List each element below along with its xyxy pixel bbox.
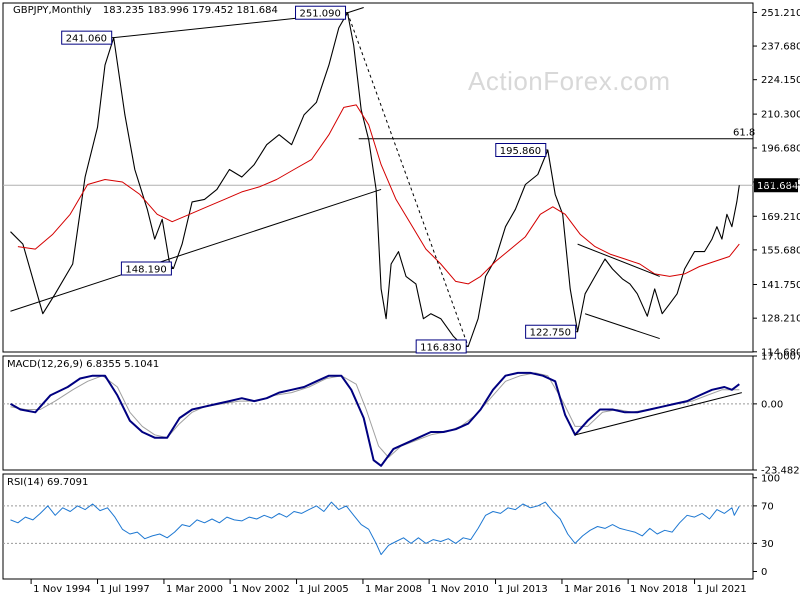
moving-average-line (17, 104, 740, 285)
macd-y-tick-label: 0.00 (761, 399, 783, 410)
price-y-tick-label: 224.150 (761, 75, 800, 86)
last-price-label: 181.684 (757, 181, 798, 192)
macd-pane[interactable] (3, 371, 753, 467)
price-y-tick-label: 196.680 (761, 143, 800, 154)
trendline-4 (577, 243, 660, 277)
rsi-y-tick-label: 30 (761, 539, 774, 550)
rsi-y-tick-label: 70 (761, 501, 774, 512)
price-annotation-label: 241.060 (66, 34, 107, 45)
x-tick-label: 1 Nov 1994 (33, 584, 91, 595)
x-tick-label: 1 Mar 2008 (365, 584, 422, 595)
price-y-tick-label: 114.680 (761, 347, 800, 358)
price-pane[interactable]: 61.8 181.684 241.060 251.090 148.190 195.860 1… (3, 5, 798, 354)
x-tick-label: 1 Jul 2013 (498, 584, 548, 595)
pane-frames (2, 2, 754, 580)
fib-61.8-label: 61.8 (733, 128, 755, 139)
rsi-y-tick-label: 100 (761, 473, 780, 484)
x-tick-label: 1 Jul 2005 (299, 584, 349, 595)
macd-trendline (575, 392, 742, 436)
x-tick-label: 1 Mar 2016 (564, 584, 621, 595)
macd-line (10, 371, 740, 467)
x-tick-label: 1 Nov 2002 (232, 584, 290, 595)
x-tick-label: 1 Mar 2000 (166, 584, 223, 595)
rsi-title: RSI(14) 69.7091 (7, 477, 89, 488)
price-y-tick-label: 183.000 (761, 177, 800, 188)
price-series-line (10, 12, 740, 348)
watermark-text: ActionForex.com (468, 66, 671, 96)
macd-y-tick-label: 17.0007 (761, 352, 800, 363)
last-price-box (754, 178, 798, 193)
trendline-5 (584, 313, 660, 340)
x-tick-label: 1 Nov 2018 (630, 584, 688, 595)
price-annotation-label: 116.830 (420, 342, 461, 353)
axes: 251.210 237.680 224.150 210.300 196.680 183.0… (30, 8, 800, 595)
price-y-tick-label: 237.680 (761, 42, 800, 53)
price-annotation-label: 251.090 (300, 9, 341, 20)
macd-title: MACD(12,26,9) 6.8355 5.1041 (7, 359, 160, 370)
symbol-label: GBPJPY,Monthly (13, 5, 92, 16)
rsi-line (10, 501, 740, 556)
chart-header: GBPJPY,Monthly 183.235 183.996 179.452 1… (13, 5, 278, 16)
trendline-2 (10, 188, 382, 312)
trendline-1 (347, 6, 364, 14)
x-tick-label: 1 Nov 2010 (431, 584, 489, 595)
price-y-tick-label: 169.210 (761, 212, 800, 223)
price-y-tick-label: 210.300 (761, 110, 800, 121)
x-tick-label: 1 Jul 1997 (100, 584, 150, 595)
price-y-tick-label: 155.680 (761, 245, 800, 256)
ohlc-values: 183.235 183.996 179.452 181.684 (102, 5, 278, 16)
price-y-tick-label: 251.210 (761, 8, 800, 19)
rsi-frame (2, 473, 754, 580)
x-tick-label: 1 Jul 2021 (697, 584, 747, 595)
macd-frame (2, 355, 754, 471)
macd-signal-line (10, 372, 740, 458)
rsi-pane[interactable] (3, 501, 753, 556)
price-frame (2, 2, 754, 353)
price-annotation-label: 148.190 (125, 265, 166, 276)
price-y-tick-label: 141.750 (761, 280, 800, 291)
trendline-3 (347, 12, 469, 347)
rsi-y-tick-label: 0 (761, 567, 767, 578)
macd-y-tick-label: -23.4823 (761, 466, 800, 477)
price-annotation-label: 122.750 (530, 328, 571, 339)
price-y-tick-label: 128.210 (761, 314, 800, 325)
price-annotation-label: 195.860 (500, 146, 541, 157)
